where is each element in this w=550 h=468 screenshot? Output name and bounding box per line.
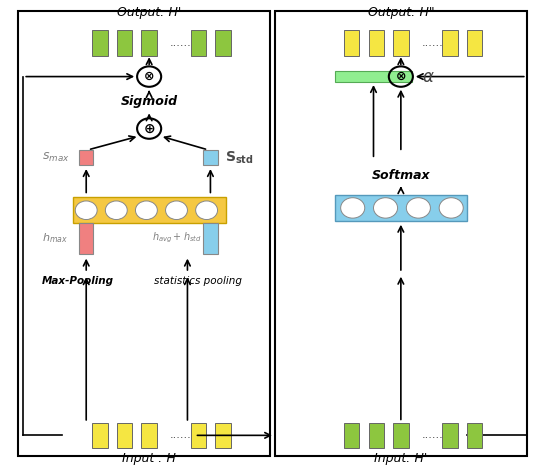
FancyBboxPatch shape xyxy=(191,30,206,56)
FancyBboxPatch shape xyxy=(335,72,412,82)
Circle shape xyxy=(373,197,398,218)
FancyBboxPatch shape xyxy=(117,423,132,448)
Text: $\alpha$: $\alpha$ xyxy=(422,67,435,86)
FancyBboxPatch shape xyxy=(344,30,359,56)
Text: ......: ...... xyxy=(170,431,191,440)
Circle shape xyxy=(340,197,365,218)
FancyBboxPatch shape xyxy=(79,150,94,165)
FancyBboxPatch shape xyxy=(141,30,157,56)
Text: Sigmoid: Sigmoid xyxy=(120,95,178,108)
Circle shape xyxy=(75,201,97,219)
Text: ......: ...... xyxy=(421,38,443,48)
Circle shape xyxy=(196,201,218,219)
Text: ⊗: ⊗ xyxy=(144,70,155,83)
FancyBboxPatch shape xyxy=(393,423,409,448)
FancyBboxPatch shape xyxy=(73,197,226,224)
FancyBboxPatch shape xyxy=(204,150,218,165)
Circle shape xyxy=(439,197,463,218)
FancyBboxPatch shape xyxy=(368,423,384,448)
Text: statistics pooling: statistics pooling xyxy=(155,276,243,286)
FancyBboxPatch shape xyxy=(442,30,458,56)
FancyBboxPatch shape xyxy=(216,423,230,448)
FancyBboxPatch shape xyxy=(216,30,230,56)
Text: Max-Pooling: Max-Pooling xyxy=(42,276,114,286)
Text: ⊗: ⊗ xyxy=(395,70,406,83)
FancyBboxPatch shape xyxy=(344,423,359,448)
FancyBboxPatch shape xyxy=(393,30,409,56)
Text: $h_{avg}+h_{std}$: $h_{avg}+h_{std}$ xyxy=(152,231,201,245)
Text: $\mathbf{S_{std}}$: $\mathbf{S_{std}}$ xyxy=(225,150,254,166)
Text: Softmax: Softmax xyxy=(372,169,430,182)
Circle shape xyxy=(406,197,431,218)
Text: ⊕: ⊕ xyxy=(144,122,155,136)
FancyBboxPatch shape xyxy=(467,423,482,448)
FancyBboxPatch shape xyxy=(117,30,132,56)
Text: Output: H": Output: H" xyxy=(367,7,434,20)
Text: Input : H: Input : H xyxy=(122,452,176,465)
Text: ......: ...... xyxy=(170,38,191,48)
Text: $s_{max}$: $s_{max}$ xyxy=(42,151,70,164)
Circle shape xyxy=(166,201,188,219)
Text: Output: H': Output: H' xyxy=(117,7,182,20)
FancyBboxPatch shape xyxy=(141,423,157,448)
FancyBboxPatch shape xyxy=(191,423,206,448)
FancyBboxPatch shape xyxy=(335,195,466,221)
Text: Input: H': Input: H' xyxy=(374,452,427,465)
FancyBboxPatch shape xyxy=(92,30,108,56)
Circle shape xyxy=(106,201,127,219)
FancyBboxPatch shape xyxy=(368,30,384,56)
FancyBboxPatch shape xyxy=(79,223,94,254)
FancyBboxPatch shape xyxy=(467,30,482,56)
FancyBboxPatch shape xyxy=(204,223,218,254)
Circle shape xyxy=(135,201,157,219)
FancyBboxPatch shape xyxy=(442,423,458,448)
FancyBboxPatch shape xyxy=(92,423,108,448)
Text: $h_{max}$: $h_{max}$ xyxy=(42,231,68,245)
Text: ......: ...... xyxy=(421,431,443,440)
